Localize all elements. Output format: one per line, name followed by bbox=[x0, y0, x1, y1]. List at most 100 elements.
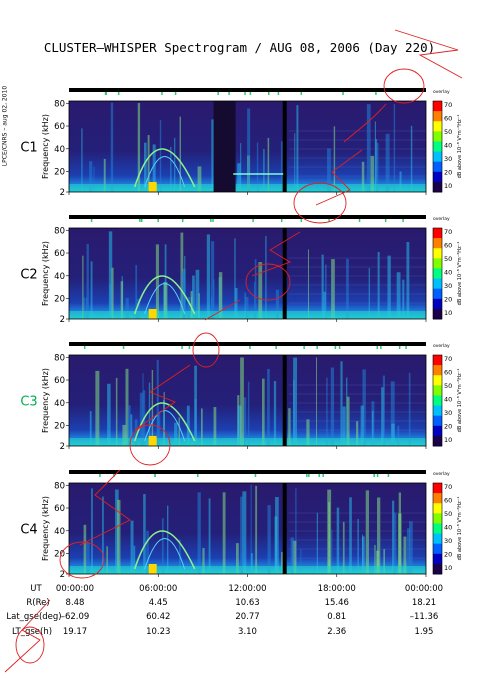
availability-tick bbox=[316, 346, 318, 349]
colorbar-label: dB above 10⁻⁸ V²m⁻²Hz⁻¹ bbox=[457, 497, 463, 561]
ephemeris-value: 4.45 bbox=[149, 598, 168, 608]
emission-streak bbox=[294, 133, 296, 192]
availability-tick bbox=[174, 92, 177, 95]
spacecraft-label: C3 bbox=[20, 395, 37, 410]
colorbar-tick-label: 60 bbox=[444, 242, 452, 250]
ephemeris-value: 00:00:00 bbox=[405, 584, 443, 594]
emission-streak bbox=[163, 399, 165, 446]
chart-title: CLUSTER–WHISPER Spectrogram / AUG 08, 20… bbox=[43, 40, 436, 55]
spacecraft-label: C2 bbox=[20, 268, 37, 283]
emission-streak bbox=[376, 142, 379, 192]
colorbar-top-note: overlay bbox=[433, 343, 450, 349]
ephemeris-value: 20.77 bbox=[235, 612, 259, 622]
emission-streak bbox=[374, 121, 377, 192]
ephemeris-value: –11.36 bbox=[410, 612, 439, 622]
arch-emission bbox=[133, 530, 196, 570]
colorbar-tick-label: 40 bbox=[444, 142, 452, 150]
emission-streak bbox=[117, 499, 121, 574]
emission-streak bbox=[174, 422, 178, 446]
emission-streak bbox=[178, 417, 180, 446]
emission-streak bbox=[356, 421, 359, 446]
emission-streak bbox=[360, 405, 364, 446]
emission-streak bbox=[93, 166, 95, 192]
emission-streak bbox=[235, 288, 238, 319]
emission-streak bbox=[349, 497, 352, 574]
colorbar-swatch bbox=[433, 278, 442, 290]
y-tick-label: 80 bbox=[54, 99, 65, 109]
availability-tick bbox=[244, 92, 246, 95]
arch-emission bbox=[144, 538, 186, 570]
emission-streak bbox=[316, 512, 318, 574]
colorbar-top-note: overlay bbox=[433, 471, 450, 477]
hot-spot bbox=[148, 309, 157, 319]
emission-streak bbox=[361, 536, 365, 574]
ephemeris-value: 8.48 bbox=[66, 598, 85, 608]
emission-streak bbox=[167, 505, 169, 574]
emission-streak bbox=[122, 424, 126, 446]
emission-streak bbox=[213, 407, 217, 446]
y-tick-label: 40 bbox=[54, 272, 65, 282]
emission-streak bbox=[197, 166, 202, 192]
emission-streak bbox=[398, 513, 402, 574]
availability-tick bbox=[161, 92, 163, 95]
availability-bar bbox=[69, 215, 426, 219]
emission-streak bbox=[244, 292, 246, 319]
colorbar-top-note: overlay bbox=[433, 216, 450, 222]
colorbar-tick-label: 30 bbox=[444, 537, 452, 545]
availability-tick bbox=[376, 346, 379, 349]
availability-tick bbox=[212, 219, 214, 222]
emission-streak bbox=[327, 148, 331, 192]
emission-streak bbox=[408, 372, 411, 446]
emission-streak bbox=[383, 549, 386, 574]
colorbar-swatch bbox=[433, 533, 442, 545]
colorbar-swatch bbox=[433, 258, 442, 269]
availability-tick bbox=[122, 346, 125, 349]
ephemeris-row-label: UT bbox=[30, 584, 42, 594]
emission-streak bbox=[89, 411, 92, 446]
colorbar-frame bbox=[432, 227, 443, 320]
colorbar-swatch bbox=[433, 425, 442, 437]
colorbar-swatch bbox=[433, 248, 442, 259]
emission-streak bbox=[410, 125, 413, 192]
emission-streak bbox=[194, 365, 197, 446]
availability-tick bbox=[387, 474, 390, 477]
colorbar-frame bbox=[432, 354, 443, 447]
emission-streak bbox=[315, 357, 318, 446]
colorbar-tick-label: 10 bbox=[444, 182, 452, 190]
colorbar-frame bbox=[432, 100, 443, 193]
emission-streak bbox=[362, 534, 364, 574]
emission-streak bbox=[115, 489, 119, 574]
emission-streak bbox=[391, 423, 395, 446]
colorbar-swatch bbox=[433, 171, 442, 183]
emission-streak bbox=[240, 496, 243, 574]
emission-streak bbox=[115, 377, 118, 446]
emission-streak bbox=[181, 271, 186, 319]
emission-streak bbox=[136, 298, 141, 319]
emission-streak bbox=[192, 275, 195, 319]
emission-streak bbox=[381, 387, 384, 446]
availability-tick bbox=[154, 474, 156, 477]
availability-tick bbox=[139, 219, 141, 222]
availability-tick bbox=[217, 92, 219, 95]
emission-streak bbox=[143, 494, 146, 574]
availability-tick bbox=[398, 346, 401, 349]
emission-streak bbox=[374, 544, 376, 574]
availability-tick bbox=[384, 219, 387, 222]
availability-bar bbox=[69, 342, 426, 346]
emission-streak bbox=[366, 104, 371, 192]
ephemeris-value: 00:00:00 bbox=[56, 584, 94, 594]
emission-streak bbox=[330, 367, 335, 446]
emission-streak bbox=[280, 141, 284, 192]
emission-streak bbox=[240, 357, 244, 446]
y-tick-label: 80 bbox=[54, 226, 65, 236]
emission-streak bbox=[242, 491, 247, 574]
emission-streak bbox=[281, 552, 284, 574]
availability-tick bbox=[275, 346, 277, 349]
colorbar-swatch bbox=[433, 513, 442, 524]
emission-streak bbox=[237, 405, 242, 446]
emission-streak bbox=[406, 241, 410, 319]
emission-streak bbox=[368, 268, 370, 319]
colorbar-tick-label: 50 bbox=[444, 128, 452, 136]
colorbar-swatch bbox=[433, 111, 442, 122]
hot-spot bbox=[148, 564, 157, 574]
